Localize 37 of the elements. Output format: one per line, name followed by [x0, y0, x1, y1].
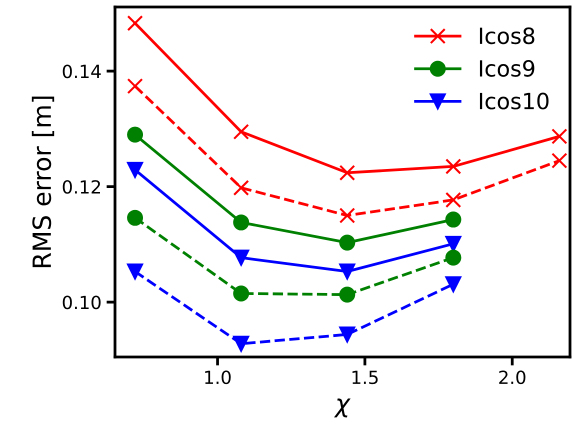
legend-label: Icos9 — [480, 60, 534, 77]
point — [445, 158, 462, 174]
y-tick-label: 0.12 — [62, 180, 100, 194]
point — [233, 250, 250, 266]
legend-label: Icos8 — [480, 27, 534, 44]
y-axis-title: RMS error [m] — [32, 96, 54, 268]
point — [127, 126, 144, 143]
point — [551, 128, 568, 144]
point — [127, 210, 144, 226]
point — [233, 285, 250, 302]
point — [233, 214, 250, 230]
point — [339, 234, 356, 251]
x-tick-label: 2.0 — [499, 370, 526, 384]
point — [127, 78, 144, 94]
point — [445, 276, 462, 292]
point — [233, 336, 250, 352]
y-tick-label: 0.10 — [62, 296, 101, 310]
point — [445, 212, 462, 228]
point — [339, 208, 356, 224]
point — [445, 236, 462, 252]
legend-label: Icos10 — [480, 92, 549, 110]
point — [445, 250, 462, 266]
point — [233, 124, 250, 140]
x-axis-title: χ — [334, 398, 351, 418]
point — [339, 286, 356, 303]
point — [339, 326, 356, 342]
point — [127, 162, 144, 178]
point — [339, 264, 356, 280]
point — [339, 164, 356, 181]
point — [127, 15, 144, 32]
y-tick-label: 0.14 — [62, 64, 101, 78]
x-tick-label: 1.5 — [352, 370, 378, 384]
point — [445, 192, 462, 208]
point — [551, 152, 568, 169]
point — [127, 264, 144, 280]
point — [233, 180, 250, 196]
x-tick-label: 1.0 — [205, 370, 231, 384]
